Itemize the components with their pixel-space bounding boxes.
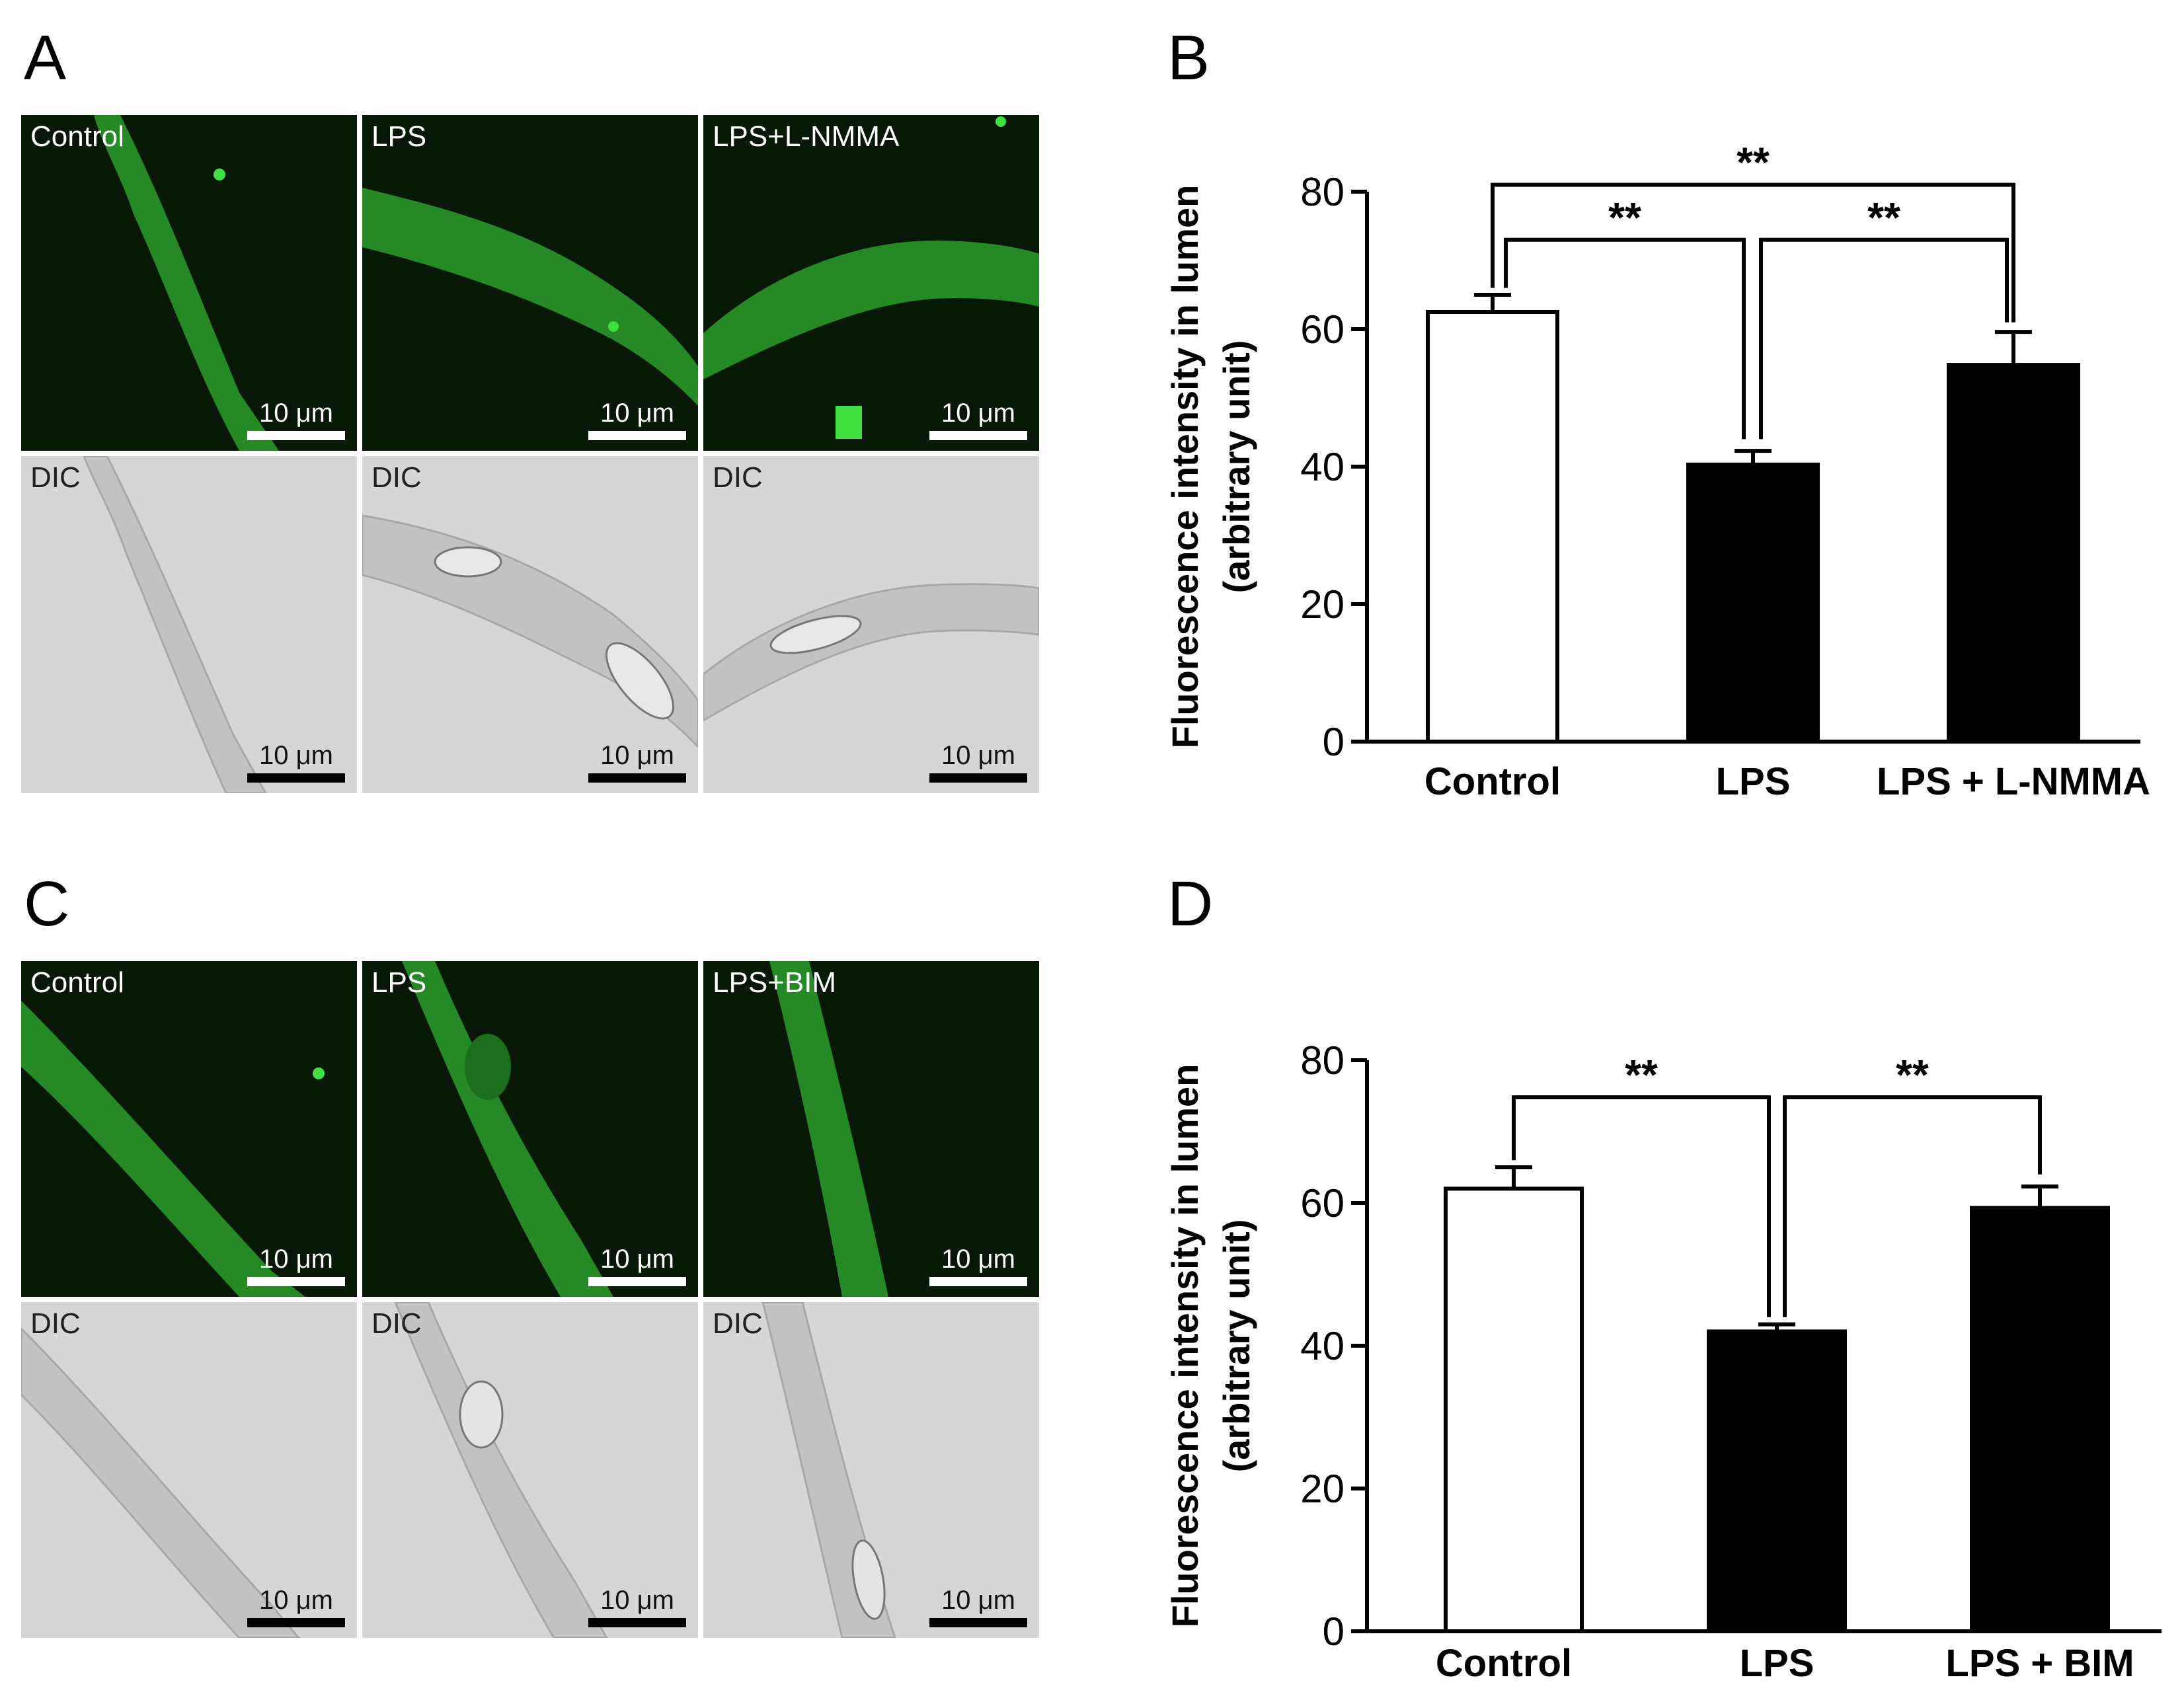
scale-bar: 10 μm xyxy=(588,1245,686,1286)
x-tick-label: Control xyxy=(1436,1642,1572,1685)
bar xyxy=(1686,462,1820,744)
image-label: Control xyxy=(30,966,124,999)
scale-bar: 10 μm xyxy=(247,741,345,783)
image-label: LPS+L-NMMA xyxy=(713,120,900,153)
dic-image-lps-l-nmma: DIC 10 μm xyxy=(703,456,1039,793)
image-label: LPS xyxy=(371,966,427,999)
y-axis-subtitle: (arbitrary unit) xyxy=(1216,340,1257,594)
bar xyxy=(1970,1206,2110,1633)
scale-bar: 10 μm xyxy=(247,399,345,440)
image-label: DIC xyxy=(371,461,422,494)
y-tick-label: 0 xyxy=(1323,1609,1345,1654)
fluorescence-image-control: Control 10 μm xyxy=(21,961,357,1297)
y-tick-label: 40 xyxy=(1300,445,1345,489)
significance-bracket xyxy=(1759,237,2009,440)
image-label: DIC xyxy=(713,461,763,494)
scale-bar: 10 μm xyxy=(588,741,686,783)
panel-letter-d: D xyxy=(1167,869,1214,939)
y-axis-subtitle: (arbitrary unit) xyxy=(1216,1219,1257,1473)
dic-image-lps-bim: DIC 10 μm xyxy=(703,1302,1039,1638)
dic-image-control: DIC 10 μm xyxy=(21,1302,357,1638)
image-label: DIC xyxy=(713,1307,763,1340)
y-tick-label: 20 xyxy=(1300,582,1345,627)
dic-image-lps: DIC 10 μm xyxy=(362,1302,698,1638)
y-axis-title: Fluorescence intensity in lumen xyxy=(1164,185,1206,749)
bar xyxy=(1426,310,1559,744)
scale-bar: 10 μm xyxy=(588,399,686,440)
chart-b-svg: Fluorescence intensity in lumen (arbitrar… xyxy=(1164,139,2150,803)
significance-label: ** xyxy=(1608,194,1641,241)
fluorescence-image-control: Control 10 μm xyxy=(21,115,357,451)
scale-bar: 10 μm xyxy=(929,741,1027,783)
image-label: LPS+BIM xyxy=(713,966,837,999)
fluorescence-image-lps: LPS 10 μm xyxy=(362,115,698,451)
significance-bracket xyxy=(1783,1095,2042,1317)
scale-bar: 10 μm xyxy=(929,1245,1027,1286)
image-label: LPS xyxy=(371,120,427,153)
scale-bar: 10 μm xyxy=(247,1586,345,1627)
dic-image-lps: DIC 10 μm xyxy=(362,456,698,793)
image-label: DIC xyxy=(371,1307,422,1340)
bar xyxy=(1707,1329,1847,1634)
bar xyxy=(1444,1186,1584,1633)
x-tick-label: LPS + BIM xyxy=(1945,1642,2134,1685)
fluorescence-image-lps: LPS 10 μm xyxy=(362,961,698,1297)
significance-bracket xyxy=(1491,182,2015,323)
y-tick-label: 60 xyxy=(1300,1181,1345,1225)
scale-bar: 10 μm xyxy=(929,1586,1027,1627)
y-tick-label: 0 xyxy=(1323,720,1345,764)
significance-label: ** xyxy=(1736,139,1770,186)
y-tick-label: 80 xyxy=(1300,170,1345,214)
y-axis-title: Fluorescence intensity in lumen xyxy=(1164,1064,1206,1628)
scale-bar: 10 μm xyxy=(247,1245,345,1286)
scale-bar: 10 μm xyxy=(588,1586,686,1627)
significance-label: ** xyxy=(1896,1051,1929,1099)
image-label: Control xyxy=(30,120,124,153)
y-tick-label: 80 xyxy=(1300,1038,1345,1083)
panel-letter-a: A xyxy=(24,22,67,93)
bar xyxy=(1947,363,2080,744)
chart-d-svg: Fluorescence intensity in lumen (arbitrar… xyxy=(1164,1038,2162,1685)
x-tick-label: Control xyxy=(1424,760,1561,803)
bar-chart-b: Fluorescence intensity in lumen (arbitrar… xyxy=(1164,139,2150,803)
panel-letter-b: B xyxy=(1167,22,1210,93)
significance-bracket xyxy=(1504,237,1746,440)
fluorescence-image-lps-bim: LPS+BIM 10 μm xyxy=(703,961,1039,1297)
y-tick-label: 40 xyxy=(1300,1324,1345,1368)
y-tick-label: 60 xyxy=(1300,307,1345,352)
x-tick-label: LPS xyxy=(1740,1642,1814,1685)
significance-label: ** xyxy=(1867,194,1900,241)
image-label: DIC xyxy=(30,1307,81,1340)
scale-bar: 10 μm xyxy=(929,399,1027,440)
significance-bracket xyxy=(1512,1095,1771,1317)
panel-letter-c: C xyxy=(24,869,70,939)
significance-label: ** xyxy=(1625,1051,1658,1099)
x-tick-label: LPS xyxy=(1716,760,1791,803)
y-tick-label: 20 xyxy=(1300,1467,1345,1511)
dic-image-control: DIC 10 μm xyxy=(21,456,357,793)
x-tick-label: LPS + L-NMMA xyxy=(1877,760,2150,803)
bar-chart-d: Fluorescence intensity in lumen (arbitrar… xyxy=(0,859,2184,1702)
image-label: DIC xyxy=(30,461,81,494)
fluorescence-image-lps-l-nmma: LPS+L-NMMA 10 μm xyxy=(703,115,1039,451)
